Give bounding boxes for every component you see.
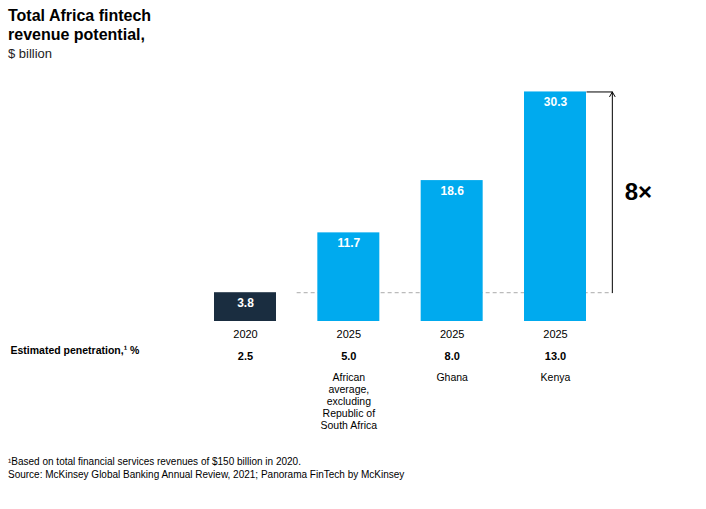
- svg-text:13.0: 13.0: [545, 351, 566, 363]
- svg-text:2025: 2025: [440, 329, 464, 341]
- svg-text:11.7: 11.7: [337, 237, 360, 251]
- svg-text:2020: 2020: [233, 329, 257, 341]
- svg-text:5.0: 5.0: [341, 351, 356, 363]
- svg-text:30.3: 30.3: [544, 96, 568, 110]
- svg-text:2025: 2025: [337, 329, 361, 341]
- svg-text:Ghana: Ghana: [436, 371, 468, 383]
- svg-text:Estimated penetration,¹ %: Estimated penetration,¹ %: [11, 344, 141, 356]
- svg-text:Africanaverage,excludingRepubl: Africanaverage,excludingRepublic ofSouth…: [321, 371, 378, 431]
- svg-text:2025: 2025: [543, 329, 567, 341]
- html-text:$ billion: $ billion: [8, 46, 53, 62]
- svg-text:18.6: 18.6: [440, 184, 464, 198]
- svg-text:8.0: 8.0: [445, 351, 460, 363]
- svg-text:2.5: 2.5: [238, 351, 253, 363]
- svg-text:8×: 8×: [625, 178, 652, 205]
- html-text:Source: McKinsey Global Bankin: Source: McKinsey Global Banking Annual R…: [8, 469, 405, 481]
- svg-text:3.8: 3.8: [237, 297, 254, 311]
- svg-text:Kenya: Kenya: [541, 371, 571, 383]
- html-text:¹Based on total financial serv: ¹Based on total financial services reven…: [8, 456, 301, 468]
- html-text:Total Africa fintech revenue p: Total Africa fintech revenue potential,: [8, 7, 152, 44]
